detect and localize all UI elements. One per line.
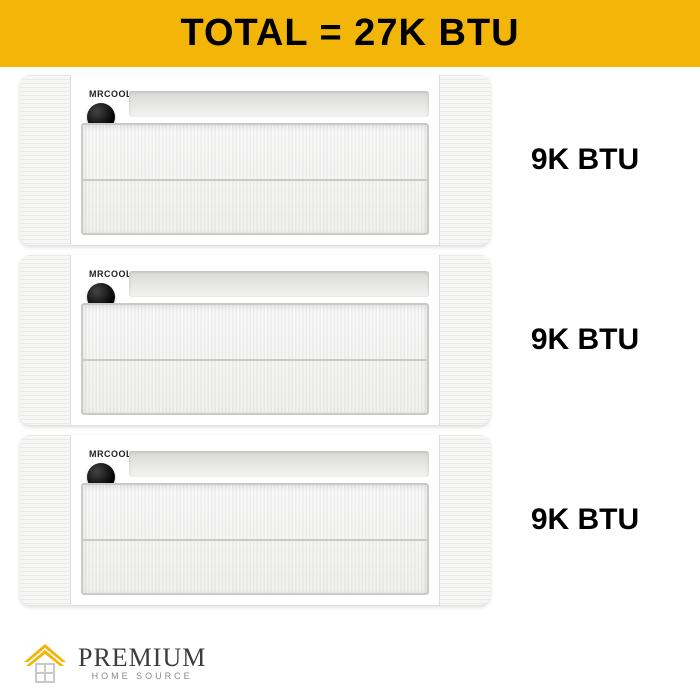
logo-sub-text: HOME SOURCE [78,672,206,681]
hvac-unit: MRCOOL [20,255,490,425]
unit-brand-label: MRCOOL [89,269,132,279]
unit-row: MRCOOL 9K BTU [20,255,680,425]
btu-label: 9K BTU [490,143,680,177]
unit-center-panel: MRCOOL [70,435,440,605]
unit-row: MRCOOL 9K BTU [20,435,680,605]
logo-text-block: PREMIUM HOME SOURCE [78,645,206,681]
header-total-banner: TOTAL = 27K BTU [0,0,700,67]
intake-grille [81,123,429,235]
btu-label: 9K BTU [490,323,680,357]
hvac-unit: MRCOOL [20,435,490,605]
unit-row: MRCOOL 9K BTU [20,75,680,245]
unit-brand-label: MRCOOL [89,449,132,459]
unit-center-panel: MRCOOL [70,255,440,425]
unit-brand-label: MRCOOL [89,89,132,99]
brand-logo: PREMIUM HOME SOURCE [20,638,206,688]
hvac-unit: MRCOOL [20,75,490,245]
intake-grille [81,303,429,415]
air-vane [129,271,429,297]
intake-grille [81,483,429,595]
air-vane [129,451,429,477]
house-icon [20,638,70,688]
unit-center-panel: MRCOOL [70,75,440,245]
logo-main-text: PREMIUM [78,645,206,671]
air-vane [129,91,429,117]
btu-label: 9K BTU [490,503,680,537]
unit-list: MRCOOL 9K BTU MRCOOL 9K BTU MRCOOL [0,67,700,605]
